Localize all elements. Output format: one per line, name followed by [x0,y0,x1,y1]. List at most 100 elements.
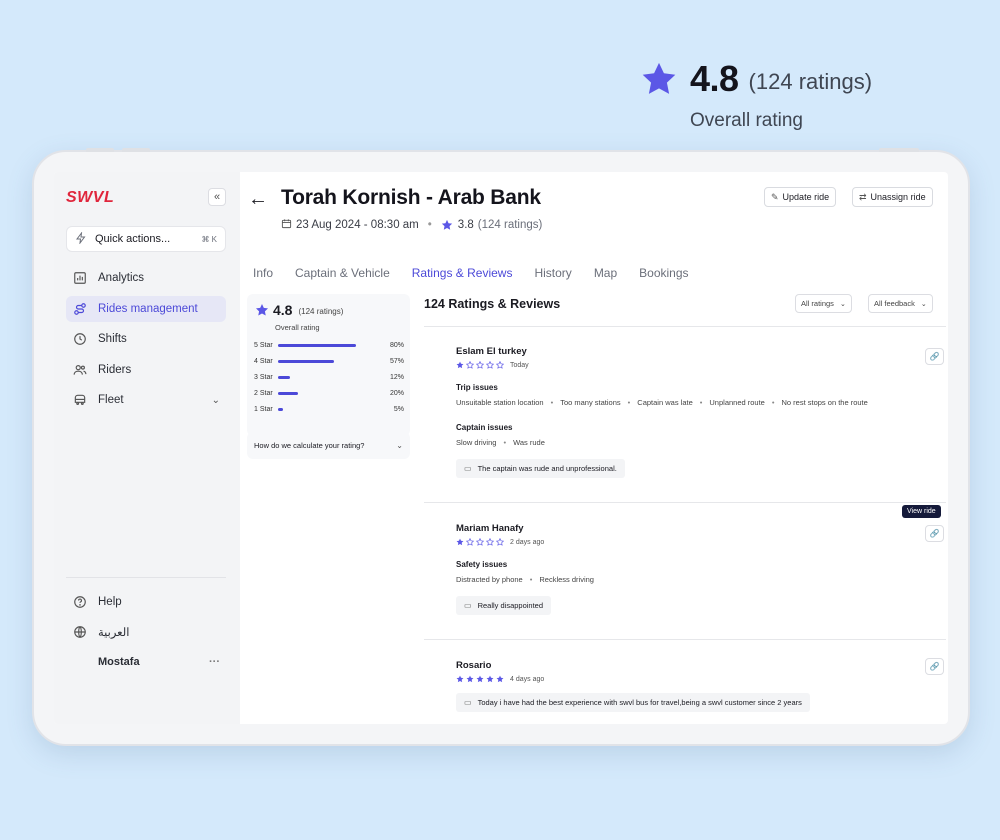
ratings-count: (124 ratings) [748,69,873,94]
tab-bookings[interactable]: Bookings [639,266,689,280]
tab-info[interactable]: Info [253,266,274,280]
calc-question: How do we calculate your rating? [254,441,365,450]
issue-section-title: Captain issues [456,423,513,432]
main-content: ← Torah Kornish - Arab Bank 23 Aug 2024 … [240,172,948,724]
comment-icon: ▭ [464,601,472,610]
bar-fill [278,359,334,363]
collapse-sidebar-button[interactable]: « [208,188,226,206]
review-comment: ▭ The captain was rude and unprofessiona… [456,459,625,478]
rating-summary-card: 4.8 (124 ratings) Overall rating 5 Star … [247,294,410,436]
comment-text: Today i have had the best experience wit… [477,698,802,707]
star-filled-icon [496,675,504,683]
user-menu[interactable]: Mostafa ··· [66,649,226,675]
review-stars: 2 days ago [456,538,936,546]
sidebar-item-label: Analytics [98,272,145,284]
bar-fill [278,391,298,395]
star-outline-icon [496,361,504,369]
update-ride-button[interactable]: ✎ Update ride [764,187,837,207]
update-ride-label: Update ride [782,192,830,202]
tab-map[interactable]: Map [593,266,618,280]
feedback-filter-value: All feedback [874,299,915,308]
review-comment: ▭ Really disappointed [456,596,552,615]
comment-text: The captain was rude and unprofessional. [477,464,617,473]
unassign-ride-label: Unassign ride [870,192,926,202]
star-filled-icon [456,538,464,546]
star-filled-icon [476,675,484,683]
link-icon[interactable]: 🔗 [925,525,944,542]
review-date: 2 days ago [510,538,545,546]
tab-captain-vehicle[interactable]: Captain & Vehicle [295,266,390,280]
tab-history[interactable]: History [534,266,572,280]
sidebar-divider [66,577,226,578]
review-date: 4 days ago [510,675,545,683]
issue-tag: Unplanned route [693,398,764,407]
feedback-filter-select[interactable]: All feedback ⌄ [868,294,933,313]
help-icon [72,594,88,610]
bar-fill [278,375,290,379]
lightning-icon [75,230,87,247]
overall-rating-label: Overall rating [690,110,803,131]
review-item: Mariam Hanafy 2 days ago Safety issues D… [456,523,936,615]
ratings-filter-select[interactable]: All ratings ⌄ [795,294,852,313]
sidebar-item-shifts[interactable]: Shifts [66,326,226,352]
issue-section-title: Trip issues [456,383,498,392]
star-filled-icon [456,675,464,683]
unassign-ride-button[interactable]: ⇄ Unassign ride [852,187,933,207]
review-date: Today [510,361,529,369]
sidebar-item-rides-management[interactable]: Rides management [66,295,226,322]
rating-bar-4: 4 Star 57% [254,357,404,365]
sidebar-item-label: العربية [98,627,130,639]
page-title: Torah Kornish - Arab Bank [281,186,541,209]
shortcut-hint: ⌘ K [201,234,217,244]
issue-tag: Was rude [496,438,545,447]
review-comment: ▭ Today i have had the best experience w… [456,693,810,712]
ride-rating-count: (124 ratings) [477,219,543,231]
bar-fill [278,407,283,411]
chevron-down-icon: ⌄ [211,394,220,406]
link-icon[interactable]: 🔗 [925,658,944,675]
view-ride-tooltip: View ride [902,505,941,518]
sidebar-bottom: Help العربية Mostafa ··· [66,589,226,679]
chevron-down-icon: ⌄ [839,300,846,308]
sidebar-item-fleet[interactable]: Fleet ⌄ [66,387,226,413]
star-outline-icon [466,361,474,369]
review-item: Rosario 4 days ago ▭ Today i have had th… [456,660,936,712]
star-icon [255,304,269,316]
review-item: Eslam El turkey Today Trip issues Unsuit… [456,346,936,478]
sidebar-item-analytics[interactable]: Analytics [66,265,226,291]
issue-tag: No rest stops on the route [765,398,868,407]
sidebar-item-label: Rides management [98,302,198,315]
sidebar-item-language[interactable]: العربية [66,619,226,645]
comment-text: Really disappointed [477,601,544,610]
more-icon[interactable]: ··· [209,656,220,668]
reviews-title: 124 Ratings & Reviews [424,297,561,311]
route-icon [72,301,88,317]
back-arrow-icon[interactable]: ← [248,188,268,210]
chevrons-left-icon: « [213,191,221,203]
divider [424,639,946,640]
sidebar-item-riders[interactable]: Riders [66,357,226,383]
sidebar-item-label: Shifts [98,333,127,345]
star-outline-icon [476,361,484,369]
calendar-icon [281,218,292,232]
star-icon [642,62,676,94]
unassign-icon: ⇄ [859,191,867,202]
issue-tag: Slow driving [456,438,497,447]
bar-chart-icon [72,270,88,286]
sidebar-item-help[interactable]: Help [66,589,226,615]
globe-icon [72,624,88,640]
rating-calculation-accordion[interactable]: How do we calculate your rating? ⌄ [247,432,410,459]
summary-score: 4.8 [273,302,293,318]
rating-bar-3: 3 Star 12% [254,373,404,381]
tab-ratings-reviews[interactable]: Ratings & Reviews [411,266,513,280]
summary-label: Overall rating [275,323,320,332]
review-stars: 4 days ago [456,675,936,683]
sidebar: SWVL « Quick actions... ⌘ K Analytics Ri… [54,172,240,724]
clock-icon [72,331,88,347]
quick-actions-button[interactable]: Quick actions... ⌘ K [66,226,226,252]
star-outline-icon [486,361,494,369]
link-icon[interactable]: 🔗 [925,348,944,365]
ratings-filter-value: All ratings [801,299,834,308]
overall-rating-callout: 4.8 (124 ratings) Overall rating [640,58,872,132]
ride-rating: 3.8 [457,219,474,231]
